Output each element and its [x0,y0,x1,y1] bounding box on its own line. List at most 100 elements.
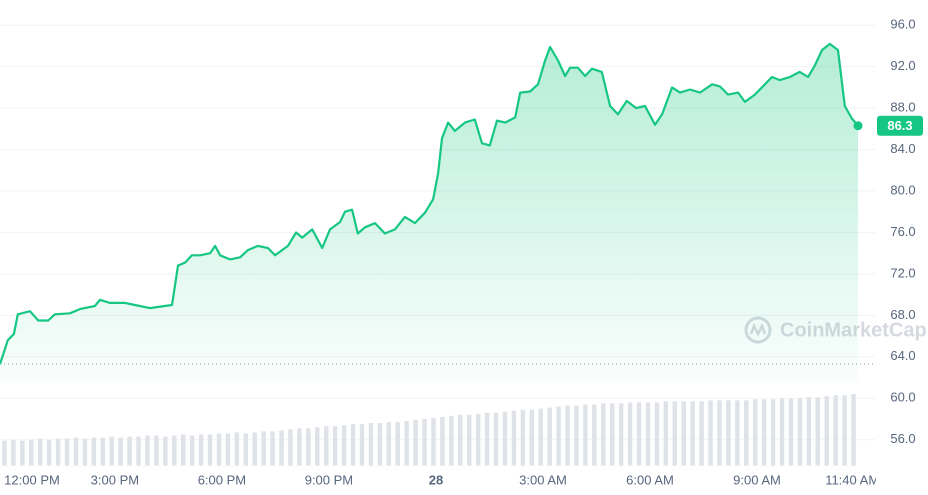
volume-bar [46,439,52,466]
y-tick-label: 84.0 [890,141,915,156]
volume-bar [207,434,213,466]
volume-bar [708,400,713,466]
volume-bar [502,411,508,466]
volume-bar [64,438,70,466]
volume-bar [466,414,472,466]
volume-bar [341,425,347,466]
y-tick-label: 76.0 [890,224,915,239]
volume-bar [681,401,686,466]
volume-bar [189,435,195,466]
volume-bar [752,399,758,466]
volume-bar [449,415,454,466]
volume-bar [833,395,838,466]
volume-bar [609,403,615,466]
x-tick-label: 9:00 PM [305,472,353,487]
last-price-dot [853,121,863,131]
volume-bar [547,407,552,466]
price-area [0,43,858,383]
volume-bar [100,437,106,466]
x-axis: 12:00 PM 3:00 PM 6:00 PM 9:00 PM 28 3:00 AM 6:… [4,472,876,487]
volume-bar [288,429,293,466]
volume-bar [82,438,88,466]
volume-bar [377,423,383,466]
price-line [0,42,875,383]
volume-bar [216,433,222,466]
volume-bar [699,401,704,466]
y-tick-label: 56.0 [890,431,915,446]
volume-bar [627,402,633,466]
volume-bar [556,406,561,466]
volume-bar [484,412,490,466]
volume-bar [315,427,320,466]
x-tick-label: 3:00 AM [519,472,567,487]
last-price-label: 86.3 [887,118,912,133]
volume-bar [180,434,186,466]
volume-bar [824,396,829,466]
volume-bar [109,436,114,466]
volume-bar [529,409,535,466]
volume-bar [726,400,731,466]
volume-bar [761,399,767,466]
volume-bar [511,410,517,466]
volume-bar [11,439,16,466]
y-tick-label: 68.0 [890,307,915,322]
volume-bar [145,435,150,466]
y-tick-label: 88.0 [890,100,915,115]
y-tick-label: 60.0 [890,390,915,405]
volume-bar [136,436,141,466]
volume-bar [475,413,481,466]
volume-bar [788,398,794,466]
x-tick-label: 6:00 AM [626,472,674,487]
volume-bar [243,433,249,466]
volume-bar [654,402,660,466]
volume-bar [744,400,749,466]
volume-bar [663,401,669,466]
volume-bar [538,408,543,466]
volume-bars [2,394,856,466]
x-tick-label: 9:00 AM [733,472,781,487]
volume-bar [413,420,418,466]
volume-bar [118,437,123,466]
volume-bar [815,397,821,466]
volume-bar [127,436,132,466]
volume-bar [234,432,240,466]
volume-bar [154,435,159,466]
volume-bar [601,403,606,466]
y-tick-label: 64.0 [890,348,915,363]
volume-bar [583,404,588,466]
volume-bar [279,430,284,466]
volume-bar [574,405,579,466]
volume-bar [690,401,695,466]
volume-bar [717,400,722,466]
volume-bar [842,395,847,466]
volume-bar [645,402,651,466]
volume-bar [422,418,427,466]
volume-bar [359,424,365,466]
volume-bar [332,426,338,466]
volume-bar [73,437,79,466]
volume-bar [163,436,168,466]
volume-bar [306,428,311,466]
volume-bar [37,438,43,466]
volume-bar [323,426,329,466]
volume-bar [261,431,266,466]
volume-bar [270,431,275,466]
volume-bar [368,423,374,466]
x-tick-label: 6:00 PM [198,472,246,487]
volume-bar [636,402,642,466]
volume-bar [395,422,400,466]
volume-bar [91,437,97,466]
volume-bar [55,438,61,466]
y-tick-label: 96.0 [890,17,915,32]
volume-bar [779,398,785,466]
volume-bar [252,432,257,466]
volume-bar [618,403,624,466]
axes: 56.0 60.0 64.0 68.0 72.0 76.0 80.0 84.0 88.0 92.0… [877,17,923,446]
volume-bar [770,399,776,466]
volume-bar [20,440,25,466]
volume-bar [297,428,302,466]
volume-bar [198,434,204,466]
price-line [0,42,859,365]
volume-bar [672,401,678,466]
